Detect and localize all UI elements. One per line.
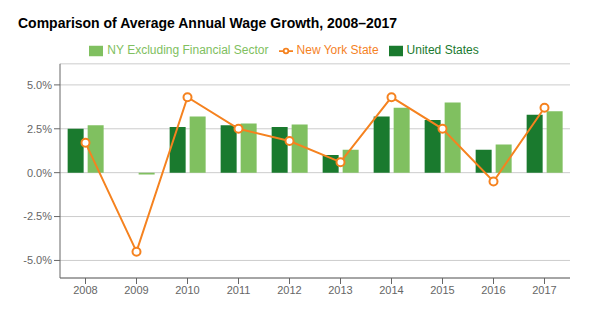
svg-text:2013: 2013 <box>328 284 352 296</box>
svg-text:2010: 2010 <box>175 284 199 296</box>
svg-text:2.5%: 2.5% <box>27 123 52 135</box>
svg-text:2015: 2015 <box>430 284 454 296</box>
svg-text:2012: 2012 <box>277 284 301 296</box>
svg-text:2011: 2011 <box>227 284 251 296</box>
svg-text:-5.0%: -5.0% <box>23 254 52 266</box>
svg-text:-2.5%: -2.5% <box>23 210 52 222</box>
html-text:NY Excluding Financial Sector: NY Excluding Financial Sector <box>107 43 269 57</box>
html-text:Comparison of Average Annual W: Comparison of Average Annual Wage Growth… <box>18 15 398 31</box>
html-text:United States: United States <box>406 43 479 57</box>
svg-text:0.0%: 0.0% <box>27 167 52 179</box>
svg-text:2009: 2009 <box>124 284 148 296</box>
svg-text:5.0%: 5.0% <box>27 79 52 91</box>
svg-text:2016: 2016 <box>481 284 505 296</box>
svg-text:2014: 2014 <box>379 284 403 296</box>
svg-text:2017: 2017 <box>532 284 556 296</box>
svg-text:2008: 2008 <box>73 284 97 296</box>
html-text:New York State: New York State <box>296 43 379 57</box>
